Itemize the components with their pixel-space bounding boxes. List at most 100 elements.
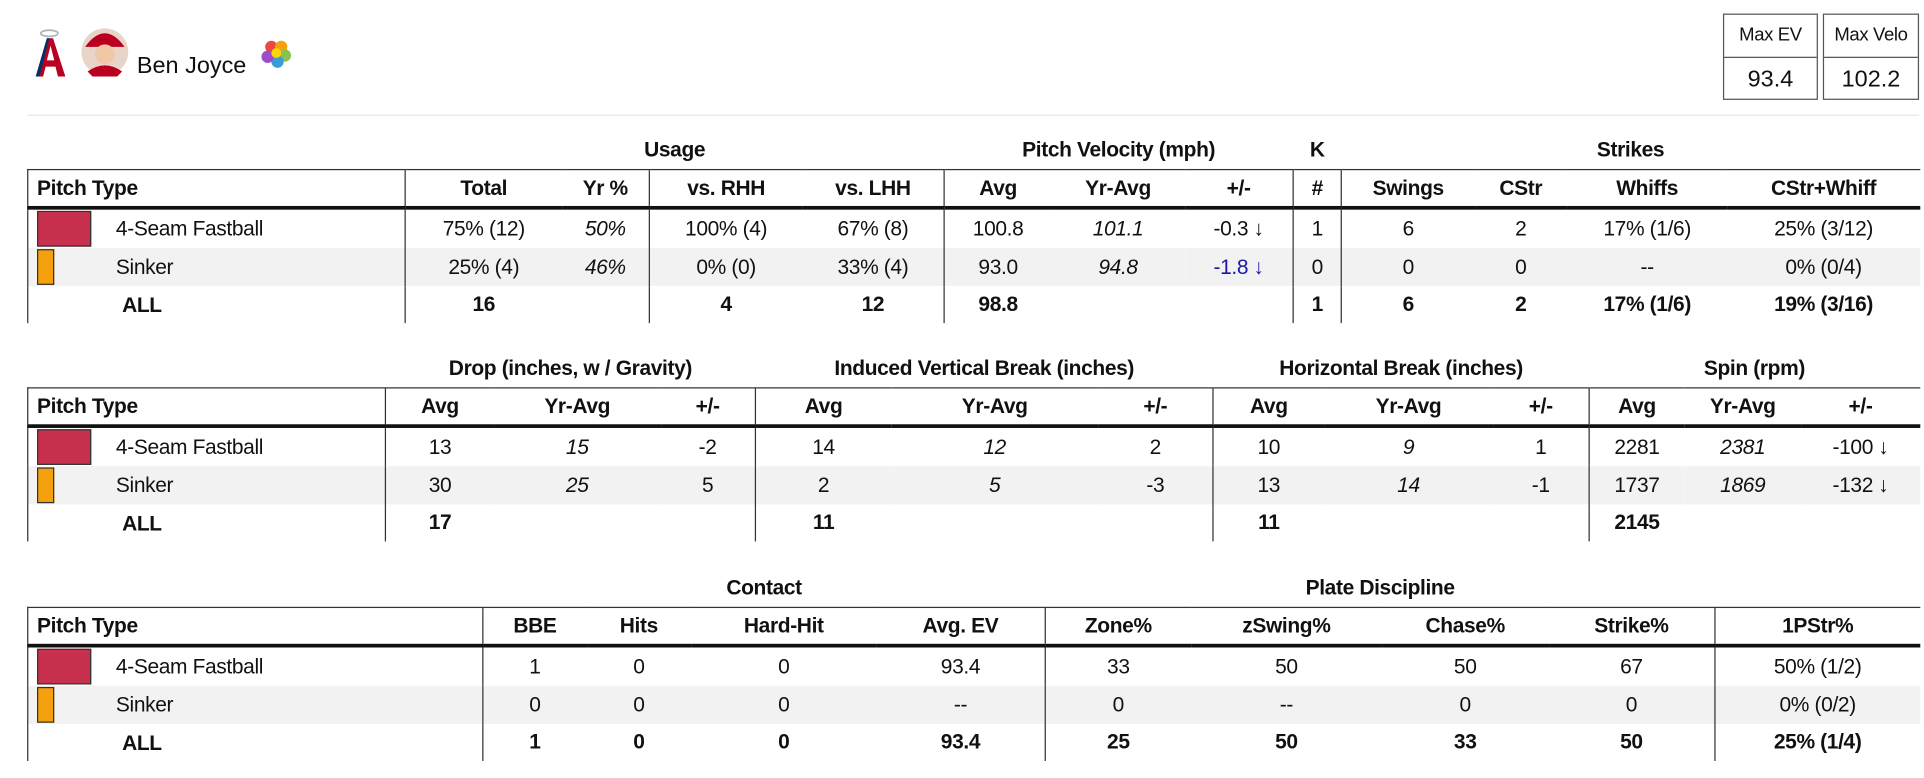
team-logo <box>35 29 66 77</box>
table-cell: 2145 <box>1588 504 1685 542</box>
table-cell: 16 <box>404 286 562 324</box>
column-header: 1PStr% <box>1714 606 1920 648</box>
table-cell: 2 <box>1515 216 1527 240</box>
table-cell: 25 <box>1044 723 1191 761</box>
table-cell: 1 <box>1292 207 1342 248</box>
column-header: Yr % <box>561 168 650 210</box>
group-header: Induced Vertical Break (inches) <box>834 355 1135 380</box>
group-header: K <box>1309 137 1325 161</box>
pitch-type-cell: 4-Seam Fastball <box>27 645 483 686</box>
table-cell: 0 <box>1625 692 1638 716</box>
table-cell: -132 ↓ <box>1832 472 1889 497</box>
pitch-name: ALL <box>122 731 162 755</box>
pitch-color-bar <box>36 429 92 465</box>
table-cell: 1 <box>482 723 587 761</box>
table-cell <box>1493 504 1589 541</box>
table-cell: -0.3 ↓ <box>1213 216 1265 240</box>
table-row: Sinker 30 25 5 2 5 -3 13 14 -1 1737 1869 -132 ↓ <box>27 466 1920 505</box>
table-cell: 1 <box>482 645 587 686</box>
table-cell: 0 <box>1515 254 1527 279</box>
table-cell: 0% (0/2) <box>1714 685 1920 724</box>
column-header: Yr-Avg <box>1684 387 1802 428</box>
table-cell: 10 <box>1212 426 1324 467</box>
stats-table: Drop (inches, w / Gravity) Induced Vertic… <box>27 349 1920 542</box>
table-cell <box>494 504 660 541</box>
pitch-type-cell: Sinker <box>27 247 406 287</box>
table-cell: 0% (0) <box>648 247 803 287</box>
group-header: Strikes <box>1596 137 1665 161</box>
table-cell: -2 <box>698 434 717 459</box>
column-header: Avg <box>943 168 1052 210</box>
column-header: vs. LHH <box>802 168 945 210</box>
group-header: Spin (rpm) <box>1703 355 1806 380</box>
group-header: Pitch Velocity (mph) <box>1022 137 1216 161</box>
table-cell: 5 <box>989 472 1001 497</box>
stat-value: 93.4 <box>1747 66 1794 93</box>
table-cell: 101.1 <box>1092 216 1144 240</box>
column-header: Yr-Avg <box>493 387 661 428</box>
table-cell <box>1185 286 1294 323</box>
table-cell: 0 <box>633 692 645 716</box>
table-row: Sinker 0 0 0 -- 0 -- 0 0 0% (0/2) <box>27 685 1920 724</box>
column-header: Chase% <box>1381 606 1549 648</box>
column-header: Hard-Hit <box>691 606 877 648</box>
column-header: # <box>1292 168 1342 210</box>
pitch-type-cell: Sinker <box>27 685 483 724</box>
table-cell: 2381 <box>1720 434 1766 459</box>
table-cell: 11 <box>754 504 892 542</box>
table-cell: 9 <box>1402 434 1415 459</box>
column-header-row: Pitch Type Avg Yr-Avg +/- Avg Yr-Avg +/- Avg Yr-… <box>27 387 1920 428</box>
table-cell: 98.8 <box>943 286 1052 324</box>
table-cell <box>1324 504 1493 541</box>
player-name: Ben Joyce <box>136 53 247 79</box>
table-cell: 67 <box>1620 654 1643 678</box>
column-header-row: Pitch Type Total Yr % vs. RHH vs. LHH Avg Yr-A… <box>27 168 1920 210</box>
table-cell: 0 <box>633 730 645 754</box>
table-cell: 17% (1/6) <box>1603 216 1691 240</box>
table-cell: -- <box>953 692 968 716</box>
column-header: Avg <box>1212 387 1324 428</box>
table-cell: 0 <box>1292 247 1342 287</box>
column-header-row: Pitch Type BBE Hits Hard-Hit Avg. EV Zone% zSw… <box>27 606 1920 648</box>
column-header: Pitch Type <box>27 387 386 428</box>
column-header: CStr+Whiff <box>1727 168 1920 210</box>
column-header: Zone% <box>1044 606 1191 648</box>
table-cell: 50% <box>584 216 626 240</box>
table-cell: 17% (1/6) <box>1603 292 1691 316</box>
table-cell: 17 <box>384 504 494 542</box>
table-cell: -1 <box>1531 472 1550 497</box>
column-header: Swings <box>1340 168 1475 210</box>
table-cell <box>1098 504 1213 541</box>
table-cell: 13 <box>1212 466 1324 505</box>
table-cell: 6 <box>1340 207 1475 248</box>
player-photo <box>81 28 129 77</box>
column-header: Yr-Avg <box>1323 387 1493 428</box>
divider <box>27 114 1920 116</box>
pitch-type-cell: 4-Seam Fastball <box>27 426 386 467</box>
table-cell: 0 <box>1459 692 1472 716</box>
table-cell: 0 <box>1044 685 1191 724</box>
stat-label: Max Velo <box>1824 15 1918 58</box>
table-cell: 0 <box>482 685 587 724</box>
table-cell: 50 <box>1453 654 1477 678</box>
column-header: Pitch Type <box>27 168 406 210</box>
stat-label: Max EV <box>1724 15 1817 58</box>
group-header: Horizontal Break (inches) <box>1279 355 1523 380</box>
table-cell: 1737 <box>1588 466 1685 505</box>
table-cell: 6 <box>1340 286 1475 324</box>
table-cell: 0 <box>778 730 790 754</box>
table-cell: 1869 <box>1720 472 1766 497</box>
table-cell: 19% (3/16) <box>1774 292 1874 316</box>
stat-value: 102.2 <box>1841 66 1901 93</box>
column-header: Whiffs <box>1567 168 1728 210</box>
table-cell: 1 <box>1535 434 1547 459</box>
table-row: 4-Seam Fastball 1 0 0 93.4 33 50 50 67 50% (1/2) <box>27 645 1920 686</box>
table-cell: 14 <box>754 426 892 467</box>
column-header: Yr-Avg <box>891 387 1099 428</box>
table-cell: 93.0 <box>943 247 1052 287</box>
pitch-type-cell: ALL <box>27 504 386 542</box>
table-cell: 100.8 <box>943 207 1052 248</box>
column-header: CStr <box>1474 168 1568 210</box>
table-row: 4-Seam Fastball 13 15 -2 14 12 2 10 9 1 2281 2381 -1… <box>27 426 1920 467</box>
table-cell: 25% (3/12) <box>1774 216 1874 240</box>
